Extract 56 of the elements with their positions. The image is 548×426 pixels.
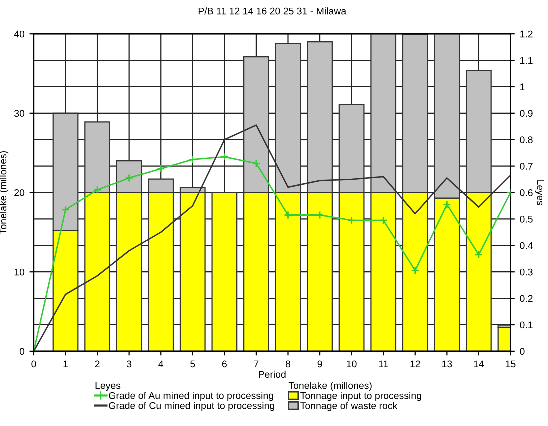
legend-label: Tonnage input to processing	[300, 392, 422, 402]
y-tick-label: 30	[14, 110, 25, 118]
point	[252, 160, 261, 168]
legend-label: Grade of Au mined input to processing	[109, 392, 274, 402]
y2-tick-label: 0.2	[520, 295, 533, 302]
y-tick-label: 40	[14, 30, 25, 38]
x-tick-label: 14	[474, 360, 484, 368]
legend-label: Grade of Cu mined input to processing	[109, 402, 274, 412]
point	[188, 156, 198, 164]
x-tick-label: 4	[158, 360, 164, 368]
legend-label: Tonnage of waste rock	[300, 402, 398, 412]
text: Leyes	[96, 382, 121, 392]
point	[474, 250, 484, 260]
x-tick-label: 0	[32, 360, 36, 368]
point	[379, 216, 388, 225]
x-tick-label: 9	[318, 360, 322, 368]
x-tick-label: 12	[410, 360, 420, 368]
y2-tick-label: 0.1	[520, 322, 533, 329]
bar	[212, 192, 238, 352]
x-tick-label: 1	[64, 360, 68, 368]
point	[348, 216, 356, 225]
y2-tick-label: 0	[520, 348, 525, 356]
point	[62, 206, 70, 214]
y2-tick-label: 0.4	[520, 242, 533, 250]
x-tick-label: 8	[286, 360, 291, 368]
y2-tick-label: 1.1	[520, 57, 533, 64]
y2-axis-title: Leyes	[535, 180, 544, 206]
x-tick-label: 3	[126, 360, 132, 368]
text: Tonelake (millones)	[288, 382, 372, 392]
point	[443, 200, 452, 209]
y2-tick-label: 0.9	[520, 110, 533, 118]
y2-tick-label: 1	[520, 84, 525, 90]
x-tick-label: 5	[190, 360, 196, 368]
y2-tick-label: 0.8	[520, 136, 533, 144]
y2-tick-label: 0.3	[520, 268, 533, 276]
point	[411, 266, 420, 275]
point	[156, 164, 166, 174]
y-tick-label: 0	[20, 348, 25, 356]
y-tick-label: 10	[14, 268, 25, 276]
x-tick-label: 6	[222, 360, 227, 368]
x-tick-label: 7	[254, 360, 259, 368]
x-tick-label: 15	[506, 360, 516, 368]
point	[220, 152, 229, 162]
y2-tick-label: 1.2	[520, 30, 533, 38]
y2-tick-label: 0.7	[520, 163, 533, 170]
x-axis-title: Period	[259, 370, 286, 378]
x-tick-label: 2	[95, 360, 100, 368]
x-tick-label: 10	[347, 360, 357, 368]
y-axis-title: Tonelake (millones)	[0, 151, 9, 234]
x-tick-label: 13	[442, 360, 452, 368]
point	[93, 186, 102, 194]
x-tick-label: 11	[379, 360, 388, 368]
y-tick-label: 20	[14, 190, 25, 196]
y2-tick-label: 0.6	[520, 190, 533, 196]
chart-title: P/B 11 12 14 16 20 25 31 - Milawa	[198, 8, 347, 15]
y2-tick-label: 0.5	[520, 216, 533, 223]
